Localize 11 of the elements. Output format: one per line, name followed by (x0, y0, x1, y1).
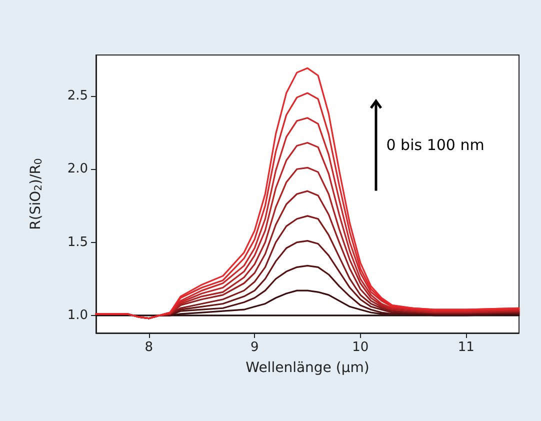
annotation: 0 bis 100 nm (386, 136, 484, 154)
x-tick-label: 8 (144, 340, 154, 355)
y-tick-label: 2.0 (67, 162, 88, 177)
x-axis-title: Wellenlänge (µm) (246, 360, 370, 376)
x-tick-label: 9 (250, 340, 259, 355)
x-tick-label: 11 (458, 340, 474, 355)
y-tick-label: 1.0 (67, 308, 88, 323)
y-axis-title: R(SiO2)/R0 (28, 158, 44, 230)
y-tick-label: 2.5 (67, 88, 88, 104)
y-tick-label: 1.5 (67, 234, 88, 250)
x-tick-label: 10 (352, 340, 369, 355)
